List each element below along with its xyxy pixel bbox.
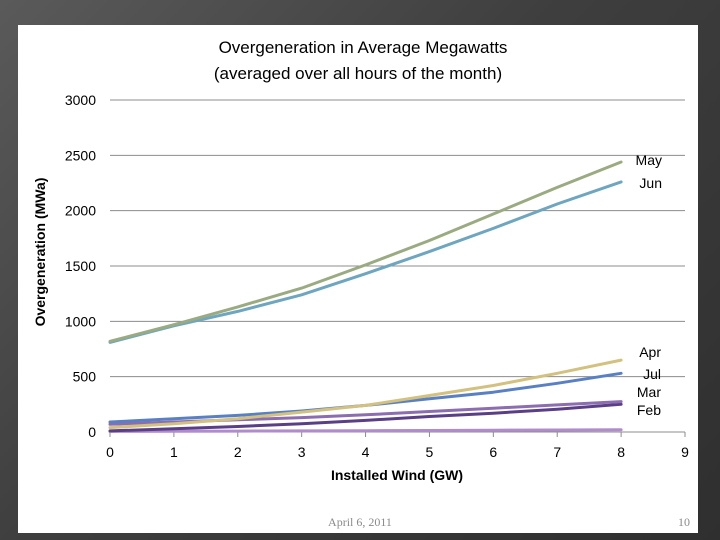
x-tick-label: 9 (681, 444, 689, 460)
series-label-feb: Feb (637, 402, 661, 418)
series-label-jun: Jun (639, 175, 662, 191)
series-label-may: May (636, 152, 662, 168)
series-line-feb (108, 402, 623, 433)
slide (18, 25, 698, 533)
y-axis-label: Overgeneration (MWa) (32, 178, 48, 327)
series-line-jun (108, 180, 623, 344)
x-tick-label: 0 (106, 444, 114, 460)
page-number: 10 (678, 515, 690, 529)
chart-title: Overgeneration in Average Megawatts (219, 38, 508, 57)
y-tick-label: 3000 (65, 92, 96, 108)
y-tick-label: 1500 (65, 258, 96, 274)
y-tick-label: 2000 (65, 203, 96, 219)
series-label-apr: Apr (639, 344, 661, 360)
y-tick-label: 1000 (65, 313, 96, 329)
footer-date: April 6, 2011 (328, 515, 392, 529)
x-tick-label: 6 (489, 444, 497, 460)
x-tick-label: 7 (553, 444, 561, 460)
series-label-jul: Jul (643, 366, 661, 382)
y-tick-label: 2500 (65, 147, 96, 163)
x-tick-label: 2 (234, 444, 242, 460)
chart-subtitle: (averaged over all hours of the month) (214, 64, 502, 83)
series-line-may (108, 160, 623, 343)
x-tick-label: 5 (426, 444, 434, 460)
series-label-mar: Mar (637, 384, 661, 400)
x-tick-label: 8 (617, 444, 625, 460)
series-line-apr (108, 358, 623, 430)
x-tick-label: 3 (298, 444, 306, 460)
x-tick-label: 4 (362, 444, 370, 460)
y-tick-label: 500 (73, 369, 97, 385)
series-line-unlabeled (108, 428, 623, 433)
x-axis-label: Installed Wind (GW) (331, 467, 463, 483)
y-tick-label: 0 (88, 424, 96, 440)
x-tick-label: 1 (170, 444, 178, 460)
